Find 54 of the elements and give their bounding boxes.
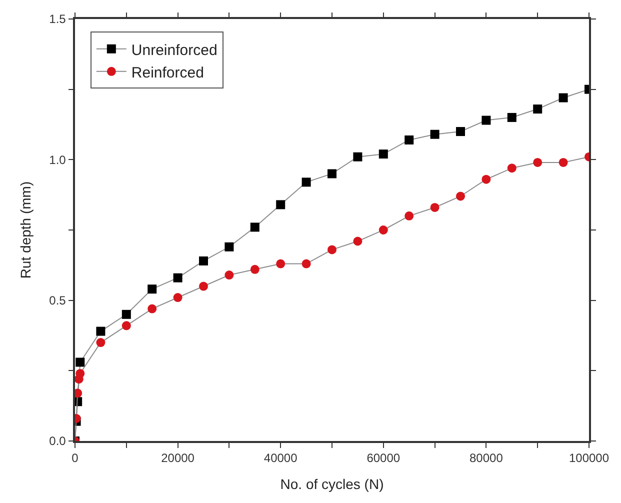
point: [558, 158, 568, 167]
x-tick-label: 100000: [568, 451, 610, 466]
y-tick-label: 1.5: [49, 12, 66, 26]
point: [430, 202, 440, 212]
point: [353, 152, 362, 162]
point: [276, 200, 286, 210]
legend-label: Reinforced: [131, 64, 204, 82]
point: [148, 284, 157, 294]
point: [378, 226, 388, 234]
y-tick-label: 0.0: [49, 434, 66, 448]
x-tick-label: 0: [72, 451, 79, 466]
x-tick-label: 20000: [161, 451, 195, 466]
point: [302, 259, 311, 268]
point: [76, 368, 85, 378]
point: [507, 112, 516, 122]
point: [533, 158, 542, 167]
point: [558, 93, 568, 102]
point: [122, 321, 131, 330]
point: [199, 256, 208, 266]
point: [328, 169, 336, 178]
y-tick-label: 0.5: [49, 294, 66, 308]
point: [148, 304, 157, 314]
point: [250, 264, 260, 274]
point: [173, 293, 182, 302]
legend-label: Unreinforced: [131, 42, 218, 59]
point: [404, 211, 414, 220]
point: [507, 164, 516, 173]
point: [199, 282, 208, 291]
point: [250, 222, 260, 232]
point: [224, 270, 234, 280]
point: [96, 326, 106, 336]
point: [328, 245, 336, 254]
point: [353, 236, 362, 246]
point: [276, 259, 286, 268]
point: [76, 358, 85, 367]
point: [302, 178, 311, 187]
point: [430, 130, 440, 139]
point: [404, 135, 414, 144]
x-tick-label: 40000: [264, 451, 298, 466]
x-axis-title: No. of cycles (N): [280, 476, 384, 492]
point: [173, 273, 182, 282]
point: [533, 104, 542, 114]
point: [456, 192, 465, 201]
x-tick-label: 80000: [470, 451, 504, 466]
point: [482, 174, 491, 184]
point: [482, 116, 491, 125]
y-tick-label: 1.0: [49, 152, 66, 167]
point: [224, 242, 234, 252]
point: [122, 310, 131, 319]
x-tick-label: 60000: [366, 451, 400, 466]
point: [96, 338, 106, 348]
point: [378, 150, 388, 159]
point: [456, 127, 465, 136]
y-axis-title: Rut depth (mm): [17, 181, 34, 279]
